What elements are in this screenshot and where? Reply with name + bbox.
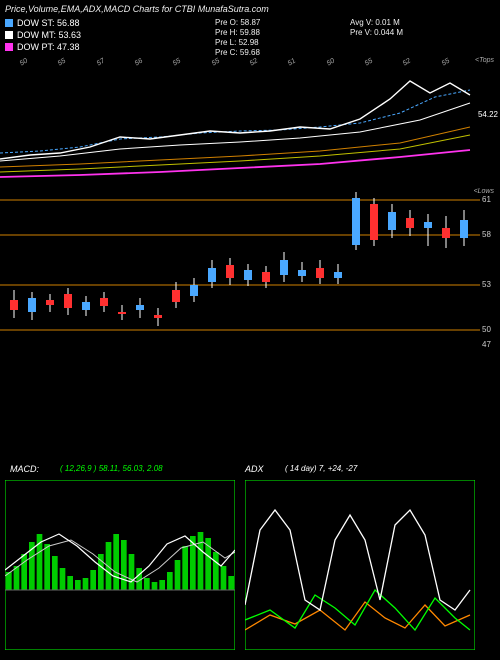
- chart-root: Price,Volume,EMA,ADX,MACD Charts for CTB…: [0, 0, 500, 660]
- adx-panel: [245, 480, 475, 650]
- legend-item: DOW ST: 56.88: [5, 18, 80, 28]
- legend-item: DOW MT: 53.63: [5, 30, 81, 40]
- macd-panel: [5, 480, 235, 650]
- ema-panel: [0, 55, 480, 185]
- candle-panel: [0, 190, 480, 345]
- legend-item: DOW PT: 47.38: [5, 42, 80, 52]
